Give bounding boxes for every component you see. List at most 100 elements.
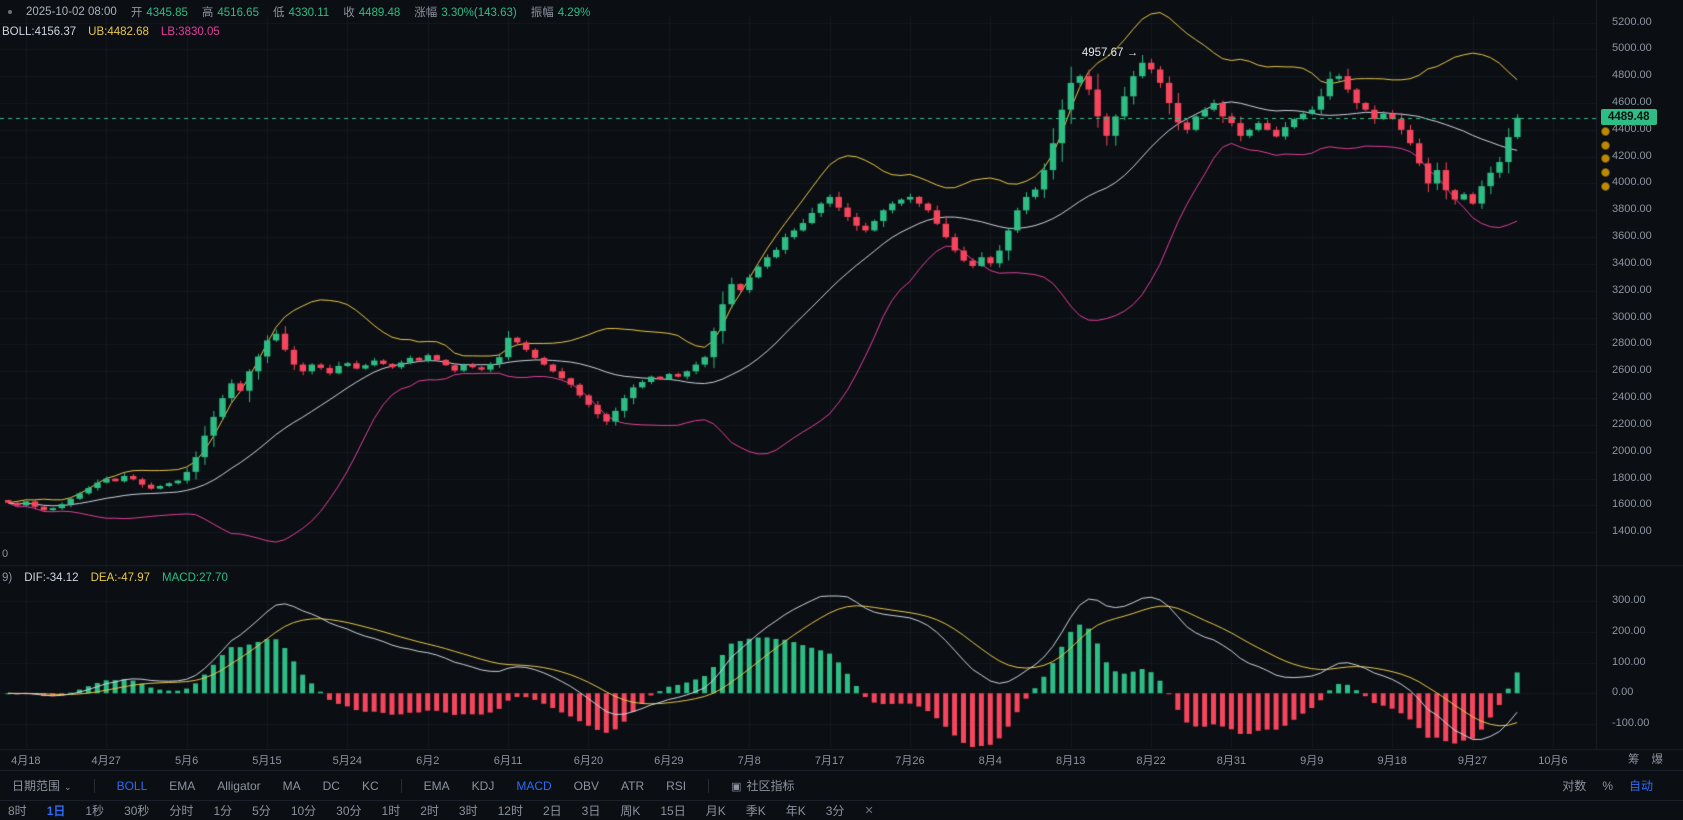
ohlc-field-value: 4.29%: [557, 7, 591, 19]
x-axis-label: 9月9: [1300, 755, 1324, 767]
toolbar-divider: [708, 778, 710, 793]
chevron-down-icon: ⌄: [64, 782, 72, 792]
x-axis-label: 4月18: [11, 755, 41, 767]
x-axis-label: 6月20: [573, 755, 604, 767]
scale-option-button[interactable]: 自动: [1628, 779, 1653, 793]
x-axis-label: 8月22: [1136, 755, 1166, 767]
timeframe-button[interactable]: 5分: [252, 804, 271, 818]
ohlc-info-bar: 2025-10-02 08:00 开 4345.85 高 4516.65 低 4330.1…: [8, 4, 590, 20]
timeframe-button[interactable]: 1日: [46, 804, 66, 818]
indicator-button[interactable]: MA: [282, 778, 301, 793]
indicator-button[interactable]: ATR: [621, 778, 645, 793]
order-marker-dot[interactable]: [1602, 155, 1609, 163]
price-axis-label: 2000.00: [1612, 444, 1652, 457]
timeframe-button[interactable]: 1秒: [85, 804, 105, 818]
price-axis-label: 3800.00: [1612, 203, 1652, 216]
macd-value: MACD:27.70: [162, 572, 228, 584]
ohlc-field-value: 3.30%(143.63): [441, 7, 517, 19]
x-axis-label: 5月6: [174, 755, 199, 767]
side-chip-button[interactable]: 筹: [1628, 754, 1640, 766]
indicator-button[interactable]: Alligator: [217, 778, 261, 793]
macd-params-clipped: 9): [2, 572, 13, 584]
price-axis-label: 4400.00: [1612, 122, 1652, 135]
price-axis-label: 3000.00: [1612, 310, 1652, 323]
price-axis[interactable]: 5200.00 5000.00 4800.00 4600.00 4400.00 4200.…: [1604, 0, 1683, 760]
toolbar-divider: [93, 778, 95, 793]
x-axis-label: 10月6: [1538, 755, 1568, 767]
time-axis[interactable]: 4月18 4月27 5月6 5月15 5月24 6月2 6月11 6月20 6月29 7月8 7月1…: [0, 750, 1596, 768]
ohlc-field: 高 4516.65: [202, 4, 259, 20]
x-axis-label: 6月2: [416, 755, 440, 767]
x-axis-label: 6月29: [654, 755, 684, 767]
ohlc-field-label: 高: [201, 7, 214, 19]
macd-axis-label: 300.00: [1612, 594, 1646, 606]
timeframe-button[interactable]: 10分: [290, 804, 317, 818]
community-indicators-button[interactable]: ▣ 社区指标: [731, 777, 794, 794]
remove-timeframe-icon[interactable]: ✕: [864, 805, 874, 817]
indicator-button[interactable]: EMA: [169, 778, 196, 793]
indicator-button[interactable]: EMA: [423, 778, 450, 793]
timeframe-button[interactable]: 3分: [825, 804, 845, 818]
timeframe-button[interactable]: 2日: [542, 804, 562, 818]
timeframe-button[interactable]: 15日: [660, 804, 686, 818]
timeframe-button[interactable]: 12时: [497, 804, 523, 818]
order-marker-dot[interactable]: [1602, 128, 1609, 136]
indicator-button[interactable]: KDJ: [471, 778, 495, 793]
x-axis-label: 6月11: [493, 755, 523, 767]
price-axis-label: 1800.00: [1612, 471, 1652, 484]
timeframe-button[interactable]: 3日: [581, 804, 601, 818]
timeframe-button[interactable]: 2时: [420, 804, 439, 818]
session-dot-icon: [8, 10, 12, 14]
timeframe-list: 8时 1日 1秒 30秒 分时 1分 5分 10分 30分 1时 2时 3时 12时 2日 3日 周K 15日 月…: [8, 802, 844, 819]
timeframe-bar: 8时 1日 1秒 30秒 分时 1分 5分 10分 30分 1时 2时 3时 12时 2日 3日 周K 15日 月…: [0, 801, 1683, 820]
indicator-button[interactable]: DC: [322, 778, 340, 793]
ohlc-fields: 开 4345.85 高 4516.65 低 4330.11 收 4489.48 涨幅 3.30%(…: [131, 4, 591, 20]
current-price-tag: 4489.48: [1601, 108, 1657, 125]
indicator-button[interactable]: BOLL: [116, 778, 148, 793]
ohlc-field-label: 涨幅: [414, 7, 438, 19]
order-marker-dot[interactable]: [1602, 142, 1609, 150]
x-axis-label: 5月15: [252, 755, 282, 767]
timeframe-button[interactable]: 年K: [785, 804, 806, 818]
scale-option-button[interactable]: 对数: [1562, 779, 1587, 793]
price-axis-label: 5200.00: [1612, 15, 1652, 28]
macd-axis-label: 100.00: [1612, 655, 1646, 668]
price-axis-label: 3600.00: [1612, 230, 1652, 243]
ohlc-field: 开 4345.85: [131, 4, 188, 20]
boll-value: UB:4482.68: [88, 26, 149, 38]
ohlc-field-label: 开: [130, 7, 143, 19]
timeframe-button[interactable]: 30秒: [124, 804, 150, 818]
order-marker-dot[interactable]: [1602, 183, 1609, 191]
timeframe-button[interactable]: 3时: [458, 804, 478, 818]
ohlc-field-label: 低: [272, 7, 285, 19]
date-range-button[interactable]: 日期范围 ⌄: [12, 777, 72, 794]
timeframe-button[interactable]: 周K: [620, 804, 641, 818]
price-axis-label: 4000.00: [1612, 176, 1652, 189]
annotation-arrow-icon: →: [1126, 47, 1139, 59]
price-axis-label: 4600.00: [1612, 95, 1652, 108]
ohlc-field-value: 4330.11: [288, 7, 330, 19]
indicator-button[interactable]: OBV: [573, 778, 600, 793]
macd-axis[interactable]: 300.00 200.00 100.00 0.00 -100.00: [1604, 0, 1683, 760]
scale-option-button[interactable]: %: [1602, 778, 1613, 793]
indicator-toolbar: 日期范围 ⌄ BOLL EMA Alligator MA DC KC EMA KDJ MACD O…: [0, 771, 1683, 800]
timeframe-button[interactable]: 30分: [336, 804, 362, 818]
timeframe-button[interactable]: 8时: [8, 804, 27, 818]
side-chip-button[interactable]: 爆: [1651, 754, 1664, 766]
date-range-label: 日期范围: [12, 779, 61, 793]
timeframe-button[interactable]: 月K: [705, 804, 726, 818]
timeframe-button[interactable]: 1时: [381, 804, 401, 818]
x-axis-label: 7月26: [895, 755, 925, 767]
x-axis-label: 7月8: [737, 755, 761, 767]
indicator-button[interactable]: KC: [361, 778, 379, 793]
price-annotation: 4957.67 →: [1038, 47, 1138, 59]
timeframe-button[interactable]: 分时: [169, 804, 194, 818]
price-axis-label: 2600.00: [1612, 364, 1652, 377]
order-marker-dot[interactable]: [1602, 169, 1609, 177]
timeframe-button[interactable]: 季K: [745, 804, 766, 818]
indicator-button[interactable]: MACD: [516, 778, 552, 793]
scale-options: 对数% 自动: [1562, 777, 1671, 794]
timeframe-button[interactable]: 1分: [213, 804, 233, 818]
indicator-button[interactable]: RSI: [666, 778, 687, 793]
